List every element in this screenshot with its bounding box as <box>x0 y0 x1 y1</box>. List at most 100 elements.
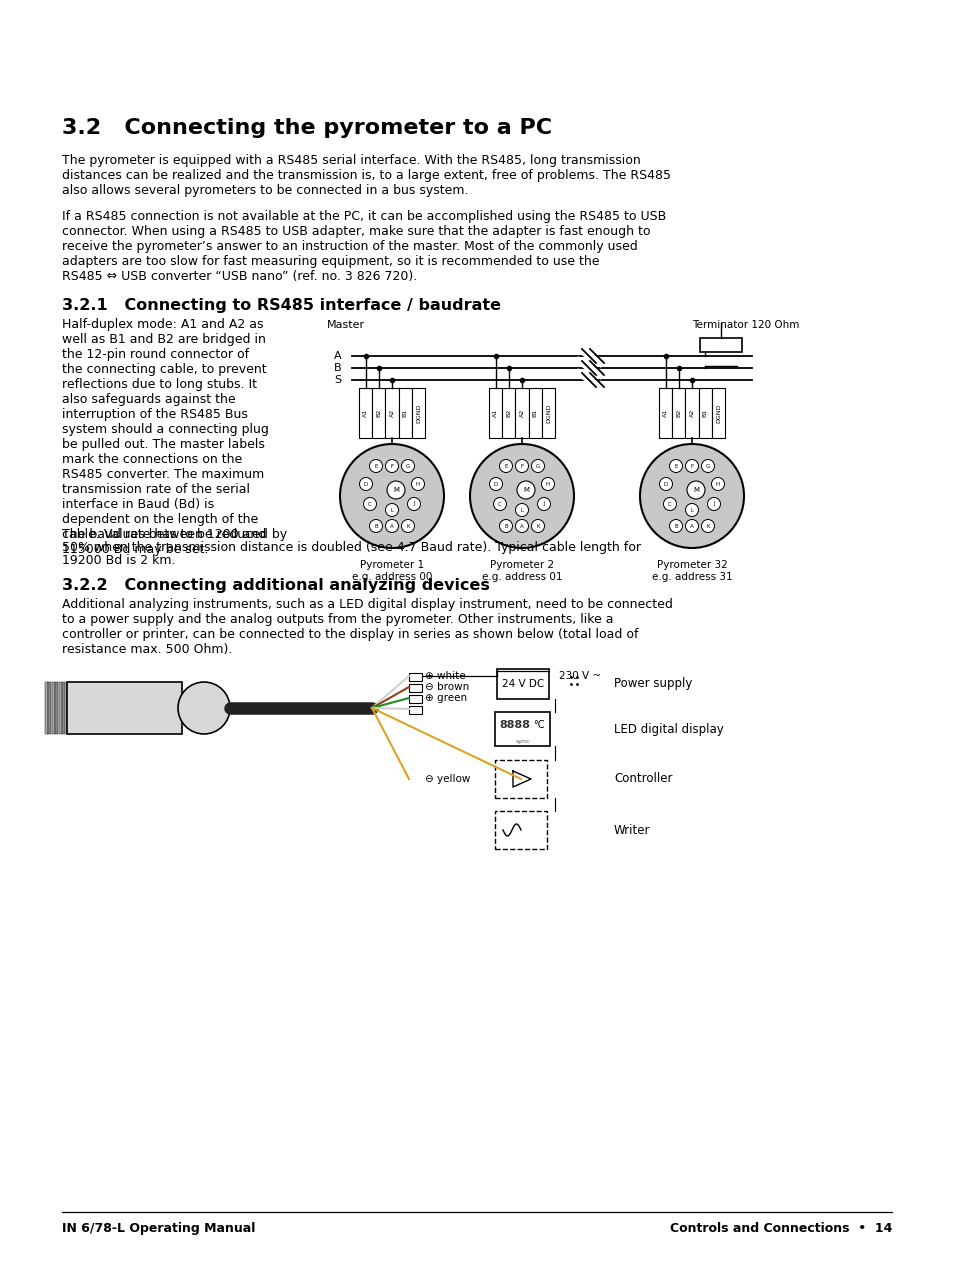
Text: Pyrometer 2
e.g. address 01: Pyrometer 2 e.g. address 01 <box>481 560 561 582</box>
Text: IN 6/78-L Operating Manual: IN 6/78-L Operating Manual <box>62 1222 255 1234</box>
Text: C: C <box>368 502 372 507</box>
Text: Writer: Writer <box>614 823 650 837</box>
Circle shape <box>470 444 574 547</box>
Text: A2: A2 <box>389 409 395 417</box>
Text: Pyrometer 32
e.g. address 31: Pyrometer 32 e.g. address 31 <box>651 560 732 582</box>
Circle shape <box>517 481 535 499</box>
Circle shape <box>662 498 676 511</box>
Text: Power supply: Power supply <box>614 677 692 691</box>
Text: G: G <box>705 464 709 469</box>
Text: ⊖ yellow: ⊖ yellow <box>424 773 470 784</box>
Circle shape <box>411 478 424 490</box>
Circle shape <box>685 503 698 517</box>
Text: H: H <box>545 481 550 486</box>
Bar <box>385 389 398 438</box>
Bar <box>541 389 555 438</box>
Text: DGND: DGND <box>545 404 550 423</box>
Text: ⊖ brown: ⊖ brown <box>424 682 469 692</box>
Text: Half-duplex mode: A1 and A2 as
well as B1 and B2 are bridged in
the 12-pin round: Half-duplex mode: A1 and A2 as well as B… <box>62 318 269 556</box>
Bar <box>711 389 724 438</box>
Text: A: A <box>519 523 523 528</box>
Bar <box>672 389 684 438</box>
Text: A1: A1 <box>493 409 497 417</box>
Text: B: B <box>334 363 341 373</box>
Text: ⊕ green: ⊕ green <box>424 693 467 704</box>
Bar <box>495 712 550 745</box>
Text: 3.2   Connecting the pyrometer to a PC: 3.2 Connecting the pyrometer to a PC <box>62 118 552 138</box>
Text: D: D <box>363 481 368 486</box>
Text: B: B <box>674 523 677 528</box>
Text: B1: B1 <box>402 409 407 417</box>
Text: M: M <box>692 486 699 493</box>
Text: A: A <box>334 351 341 361</box>
Text: G: G <box>405 464 410 469</box>
Bar <box>49 682 51 734</box>
Text: J: J <box>542 502 544 507</box>
Circle shape <box>369 519 382 532</box>
Bar <box>66 682 69 734</box>
Text: H: H <box>416 481 419 486</box>
Bar <box>52 682 55 734</box>
Text: 50% when the transmission distance is doubled (see 4.7 Baud rate). Typical cable: 50% when the transmission distance is do… <box>62 541 640 554</box>
Text: S: S <box>334 375 341 385</box>
Circle shape <box>669 460 681 472</box>
Text: The baud rate has to be reduced by: The baud rate has to be reduced by <box>62 528 287 541</box>
Text: ⊕ white: ⊕ white <box>424 671 465 681</box>
Circle shape <box>407 498 420 511</box>
Bar <box>63 682 66 734</box>
Bar <box>495 759 546 798</box>
Circle shape <box>707 498 720 511</box>
Bar <box>501 389 515 438</box>
Circle shape <box>401 460 414 472</box>
Text: F: F <box>520 464 523 469</box>
Text: J: J <box>713 502 714 507</box>
Bar <box>489 389 501 438</box>
Text: E: E <box>674 464 677 469</box>
Circle shape <box>541 478 554 490</box>
Circle shape <box>369 460 382 472</box>
Text: E: E <box>374 464 377 469</box>
Text: C: C <box>497 502 501 507</box>
Text: J: J <box>413 502 415 507</box>
Text: Additional analyzing instruments, such as a LED digital display instrument, need: Additional analyzing instruments, such a… <box>62 598 672 657</box>
Circle shape <box>499 519 512 532</box>
Text: B1: B1 <box>532 409 537 417</box>
Text: DGND: DGND <box>715 404 720 423</box>
Bar <box>700 338 741 352</box>
Bar <box>698 389 711 438</box>
Text: M: M <box>522 486 529 493</box>
Bar <box>409 695 421 704</box>
Bar <box>409 673 421 681</box>
Bar <box>409 685 421 692</box>
Text: M: M <box>393 486 398 493</box>
Circle shape <box>515 519 528 532</box>
Text: Controls and Connections  •  14: Controls and Connections • 14 <box>669 1222 891 1234</box>
Bar <box>495 812 546 850</box>
Circle shape <box>686 481 704 499</box>
Text: D: D <box>494 481 497 486</box>
Circle shape <box>178 682 230 734</box>
Circle shape <box>387 481 405 499</box>
Text: L: L <box>520 508 523 513</box>
Text: B2: B2 <box>676 409 680 417</box>
Text: DGND: DGND <box>416 404 420 423</box>
Circle shape <box>385 503 398 517</box>
Circle shape <box>639 444 743 547</box>
Text: 230 V ~: 230 V ~ <box>558 671 600 681</box>
Text: K: K <box>406 523 410 528</box>
Text: 19200 Bd is 2 km.: 19200 Bd is 2 km. <box>62 554 175 566</box>
Bar <box>59 682 62 734</box>
Text: B2: B2 <box>506 409 511 417</box>
Circle shape <box>515 460 528 472</box>
Circle shape <box>531 460 544 472</box>
Circle shape <box>339 444 443 547</box>
Bar <box>684 389 698 438</box>
Bar <box>372 389 385 438</box>
Bar <box>659 389 672 438</box>
Text: F: F <box>690 464 693 469</box>
Text: sync: sync <box>515 738 529 743</box>
Text: K: K <box>536 523 539 528</box>
Text: A1: A1 <box>363 409 368 417</box>
Circle shape <box>493 498 506 511</box>
Circle shape <box>669 519 681 532</box>
